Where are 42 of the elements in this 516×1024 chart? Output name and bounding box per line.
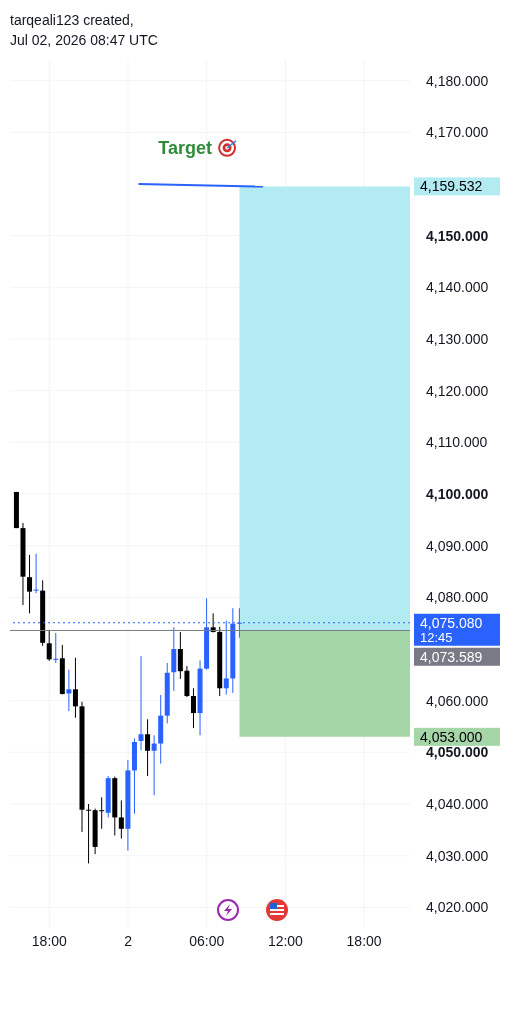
candlestick — [27, 554, 33, 614]
ref-line-label: 4,075.080 — [420, 614, 483, 631]
x-tick-label: 2 — [124, 932, 133, 949]
annotation: Target — [158, 137, 212, 158]
y-tick-label: 4,100.000 — [426, 486, 489, 502]
x-tick-label: 18:00 — [31, 932, 68, 949]
y-tick-label: 4,120.000 — [426, 382, 489, 399]
y-tick-label: 4,140.000 — [426, 279, 489, 296]
x-tick-label: 18:00 — [346, 932, 382, 949]
y-tick-label: 4,050.000 — [426, 744, 489, 761]
y-tick-label: 4,110.000 — [426, 434, 488, 451]
y-tick-label: 4,040.000 — [426, 796, 489, 812]
candlestick — [171, 626, 177, 692]
candlestick — [151, 734, 157, 796]
candlestick — [72, 657, 78, 719]
y-tick-label: 4,020.000 — [426, 899, 489, 916]
candlestick — [177, 631, 183, 680]
band-label: 4,053.000 — [420, 728, 483, 745]
candlestick — [66, 669, 72, 712]
candlestick — [118, 799, 124, 840]
candlestick — [86, 803, 92, 864]
candlestick — [33, 553, 39, 594]
y-tick-label: 4,090.000 — [426, 537, 489, 554]
band-label: 4,159.532 — [420, 178, 483, 195]
y-tick-label: 4,060.000 — [426, 692, 489, 709]
y-tick-label: 4,130.000 — [426, 331, 489, 347]
y-tick-label: 4,170.000 — [426, 124, 489, 141]
candlestick — [145, 718, 151, 777]
candlestick — [138, 655, 144, 751]
chart-subtitle: Jul 02, 2026 08:47 UTC — [10, 31, 158, 50]
y-tick-label: 4,030.000 — [426, 847, 489, 864]
x-tick-label: 12:00 — [267, 932, 304, 949]
candlestick — [53, 632, 59, 664]
y-tick-label: 4,180.000 — [426, 72, 489, 89]
candlestick — [190, 687, 196, 729]
x-tick-label: 06:00 — [189, 932, 225, 949]
text: 12:45 — [420, 629, 453, 645]
y-tick-label: 4,080.000 — [426, 589, 489, 606]
chart-title: tarqeali123 created, — [10, 11, 135, 30]
candlestick — [46, 629, 52, 662]
y-tick-label: 4,150.000 — [426, 227, 489, 244]
ref-line-label: 4,073.589 — [420, 648, 483, 665]
